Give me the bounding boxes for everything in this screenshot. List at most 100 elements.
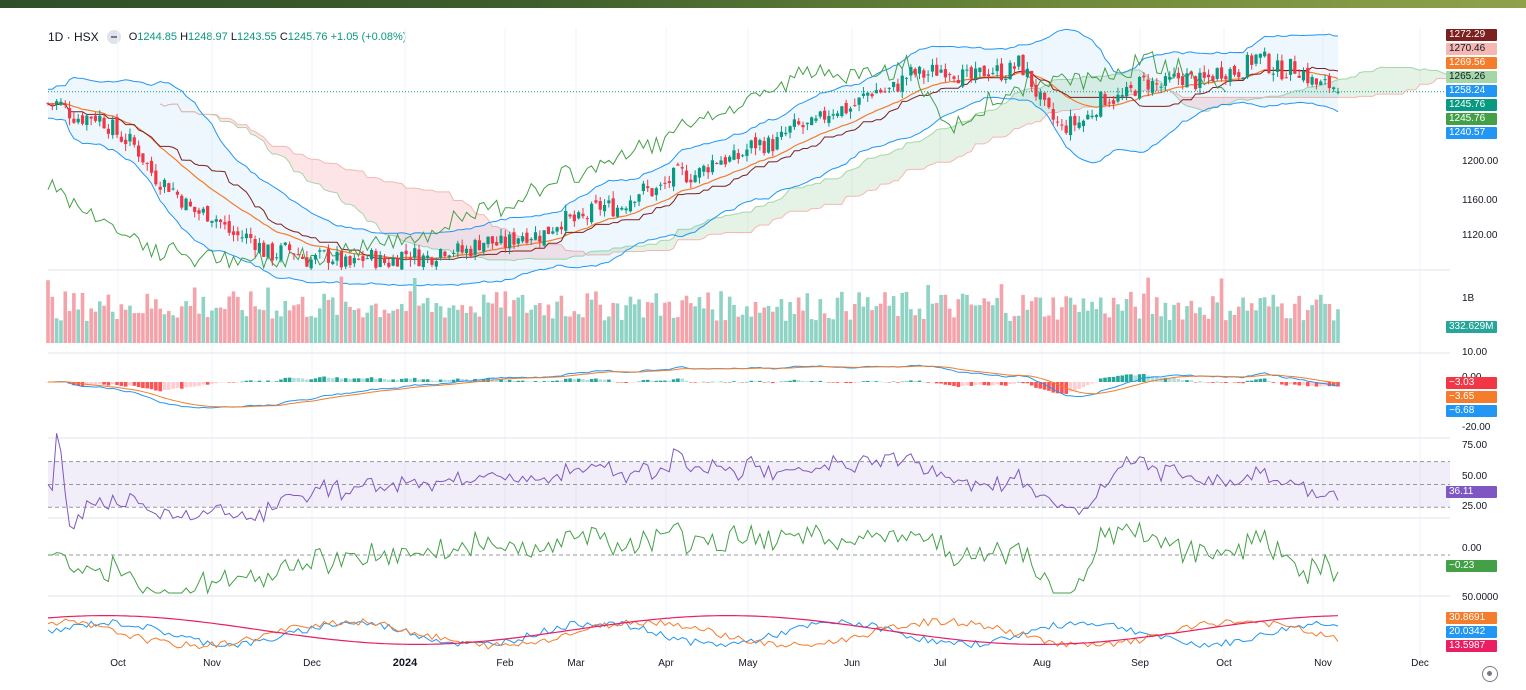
volume-bar — [1129, 291, 1133, 343]
cloud-segment — [884, 154, 890, 185]
volume-bar — [689, 303, 693, 343]
macd-hist-bar — [801, 380, 805, 382]
macd-hist-bar — [827, 382, 831, 383]
candle-body — [300, 256, 305, 259]
price-tag: 1265.26 — [1446, 71, 1497, 83]
candle-body — [1319, 81, 1323, 86]
candle-body — [861, 93, 866, 96]
volume-bar — [1081, 298, 1086, 343]
collapse-legend-icon[interactable] — [106, 30, 121, 44]
month-label: Aug — [1033, 658, 1051, 669]
macd-hist-bar — [1107, 377, 1112, 382]
macd-hist-bar — [922, 381, 926, 383]
volume-bar — [978, 305, 982, 343]
cloud-segment — [393, 181, 398, 238]
macd-hist-bar — [710, 381, 715, 383]
candle-body — [262, 242, 266, 257]
cloud-segment — [1066, 79, 1071, 111]
cloud-segment — [850, 168, 855, 197]
candle-body — [969, 67, 973, 79]
volume-bar — [922, 318, 926, 343]
candle-body — [184, 198, 188, 211]
volume-bar — [1219, 278, 1224, 343]
volume-bar — [650, 302, 654, 343]
candle-body — [1034, 84, 1038, 97]
candle-body — [702, 165, 706, 172]
candle-body — [1099, 91, 1103, 117]
volume-bar — [710, 309, 715, 343]
settings-icon[interactable] — [1482, 666, 1498, 682]
candle-body — [792, 119, 796, 127]
macd-tag: −3.03 — [1446, 377, 1497, 389]
macd-hist-bar — [119, 382, 124, 386]
cloud-segment — [716, 217, 722, 235]
volume-bar — [1038, 297, 1043, 343]
candle-body — [326, 248, 331, 263]
volume-bar — [97, 301, 102, 343]
macd-hist-bar — [417, 379, 421, 382]
candle-body — [814, 118, 818, 121]
candle-body — [149, 160, 154, 173]
macd-hist-bar — [701, 381, 706, 383]
volume-bar — [632, 304, 637, 343]
volume-bar — [1103, 313, 1107, 343]
candle-body — [430, 257, 434, 265]
candle-body — [1224, 76, 1228, 80]
macd-hist-bar — [650, 380, 654, 382]
volume-bar — [943, 294, 948, 343]
volume-bar — [499, 307, 503, 343]
macd-hist-bar — [227, 382, 232, 383]
price-axis-label: 1200.00 — [1462, 156, 1499, 167]
macd-hist-bar — [387, 379, 391, 382]
candle-body — [378, 255, 382, 267]
cloud-segment — [893, 149, 898, 181]
candle-body — [175, 191, 180, 195]
macd-hist-bar — [201, 382, 206, 385]
volume-bar — [507, 316, 512, 343]
macd-hist-bar — [1116, 375, 1120, 382]
volume-bar — [313, 317, 318, 343]
cloud-segment — [1023, 89, 1028, 127]
candle-body — [1038, 92, 1042, 100]
chart-canvas[interactable]: 1200.00 1160.00 1120.00 1B 10.00 0.00 -20.00 75… — [0, 8, 1526, 690]
volume-bar — [136, 312, 141, 343]
macd-hist-bar — [559, 380, 564, 382]
volume-bar — [749, 316, 754, 343]
cloud-segment — [328, 163, 333, 193]
cloud-segment — [595, 250, 601, 255]
candle-body — [154, 170, 158, 185]
volume-bar — [572, 311, 577, 343]
volume-bar — [611, 302, 615, 343]
candle-body — [1275, 60, 1280, 72]
macd-hist-bar — [1193, 382, 1198, 383]
volume-bar — [348, 306, 352, 343]
volume-bar — [89, 308, 93, 343]
cloud-segment — [828, 178, 834, 205]
dmi-tag: 20.0342 — [1446, 626, 1497, 638]
candle-body — [978, 67, 982, 72]
volume-bar — [926, 285, 930, 343]
cloud-segment — [1092, 76, 1097, 107]
candle-body — [1008, 62, 1012, 80]
symbol-label[interactable]: 1D · HSX — [48, 30, 99, 44]
cloud-segment — [833, 178, 838, 205]
volume-bar — [1154, 297, 1159, 343]
cloud-segment — [332, 163, 338, 193]
candle-body — [689, 179, 693, 183]
macd-hist-bar — [723, 382, 728, 383]
ema-line — [48, 68, 1339, 260]
volume-bar — [930, 303, 935, 343]
macd-hist-bar — [253, 381, 257, 382]
cloud-segment — [306, 157, 312, 183]
candle-body — [162, 179, 167, 188]
volume-bar — [223, 309, 227, 343]
macd-hist-bar — [248, 380, 253, 382]
macd-hist-bar — [960, 382, 965, 386]
cloud-segment — [811, 183, 816, 209]
volume-bar — [50, 296, 55, 343]
candle-body — [46, 103, 50, 105]
macd-hist-bar — [529, 381, 534, 383]
cloud-segment — [846, 170, 851, 197]
cloud-segment — [867, 158, 873, 191]
cloud-segment — [764, 202, 769, 226]
